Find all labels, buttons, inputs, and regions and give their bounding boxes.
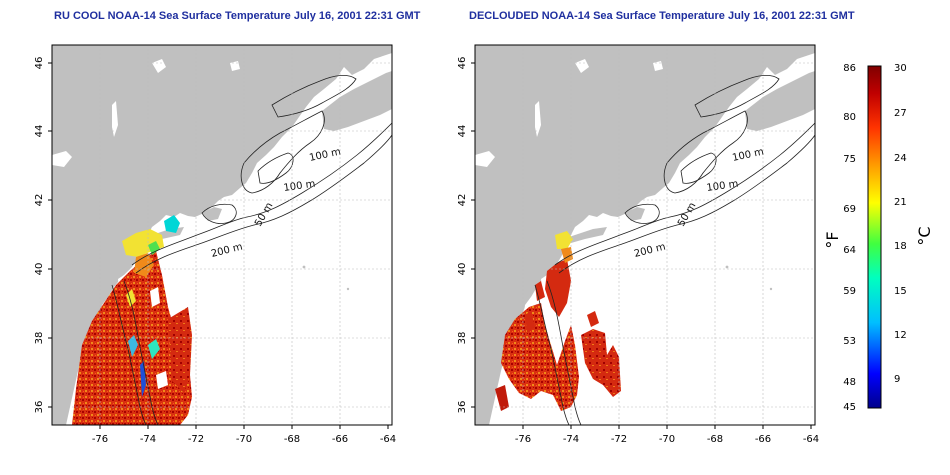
celsius-tick: 30	[894, 63, 907, 74]
colorbar: 86 80 75 69 64 59 53 48 45 30 27 24 21 1…	[823, 63, 934, 413]
y-tick-right: 38	[457, 332, 468, 345]
x-tick-left: -68	[284, 434, 300, 445]
y-tick-right: 40	[457, 263, 468, 276]
celsius-tick: 15	[894, 286, 907, 297]
contour-label-right-2: 100 m	[706, 179, 739, 194]
x-tick-left: -72	[188, 434, 204, 445]
y-tick-left: 38	[34, 332, 45, 345]
celsius-tick: 12	[894, 330, 907, 341]
y-tick-left: 46	[34, 57, 45, 70]
x-axis-right: -76 -74 -72 -70 -68 -66 -64	[515, 425, 819, 445]
y-axis-left: 36 38 40 42 44 46	[34, 57, 52, 414]
x-tick-left: -70	[236, 434, 252, 445]
colorbar-fahrenheit-ticks: 86 80 75 69 64 59 53 48 45	[843, 63, 856, 413]
x-tick-left: -66	[332, 434, 348, 445]
colorbar-celsius-ticks: 30 27 24 21 18 15 12 9	[894, 63, 907, 385]
fahrenheit-tick: 69	[843, 204, 856, 215]
y-tick-left: 36	[34, 401, 45, 414]
x-tick-right: -74	[563, 434, 579, 445]
y-tick-left: 40	[34, 263, 45, 276]
x-axis-left: -76 -74 -72 -70 -68 -66 -64	[92, 425, 396, 445]
x-tick-right: -68	[707, 434, 723, 445]
fahrenheit-tick: 59	[843, 286, 856, 297]
fahrenheit-tick: 53	[843, 336, 856, 347]
map-frame-right	[474, 44, 816, 426]
y-tick-right: 36	[457, 401, 468, 414]
x-tick-left: -74	[140, 434, 156, 445]
x-tick-left: -76	[92, 434, 108, 445]
x-tick-left: -64	[380, 434, 396, 445]
celsius-tick: 21	[894, 197, 907, 208]
y-tick-right: 44	[457, 125, 468, 138]
contour-label-left-2: 100 m	[283, 179, 316, 194]
sst-coverage-right	[495, 231, 621, 411]
fahrenheit-tick: 64	[843, 245, 856, 256]
fahrenheit-tick: 45	[843, 402, 856, 413]
fahrenheit-tick: 75	[843, 154, 856, 165]
map-title-right: DECLOUDED NOAA-14 Sea Surface Temperatur…	[469, 10, 855, 22]
celsius-tick: 27	[894, 108, 907, 119]
fahrenheit-tick: 80	[843, 112, 856, 123]
x-tick-right: -66	[755, 434, 771, 445]
map-panel-right: 100 m 100 m 50 m 200 m -76 -74 -72 -70 -…	[457, 44, 819, 445]
y-tick-right: 42	[457, 194, 468, 207]
y-axis-right: 36 38 40 42 44 46	[457, 57, 475, 414]
celsius-tick: 24	[894, 153, 907, 164]
map-panel-left: 100 m 100 m 50 m 200 m -76 -74 -72 -70 -…	[34, 44, 396, 445]
x-tick-right: -70	[659, 434, 675, 445]
fahrenheit-tick: 86	[843, 63, 856, 74]
colorbar-celsius-label: °C	[915, 226, 934, 245]
y-tick-left: 44	[34, 125, 45, 138]
map-frame-left	[51, 44, 393, 426]
colorbar-gradient	[867, 65, 882, 409]
fahrenheit-tick: 48	[843, 377, 856, 388]
x-tick-right: -76	[515, 434, 531, 445]
x-tick-right: -64	[803, 434, 819, 445]
colorbar-fahrenheit-label: °F	[823, 231, 842, 248]
x-tick-right: -72	[611, 434, 627, 445]
map-title-left: RU COOL NOAA-14 Sea Surface Temperature …	[54, 10, 421, 22]
y-tick-left: 42	[34, 194, 45, 207]
y-tick-right: 46	[457, 57, 468, 70]
celsius-tick: 9	[894, 374, 900, 385]
celsius-tick: 18	[894, 241, 907, 252]
